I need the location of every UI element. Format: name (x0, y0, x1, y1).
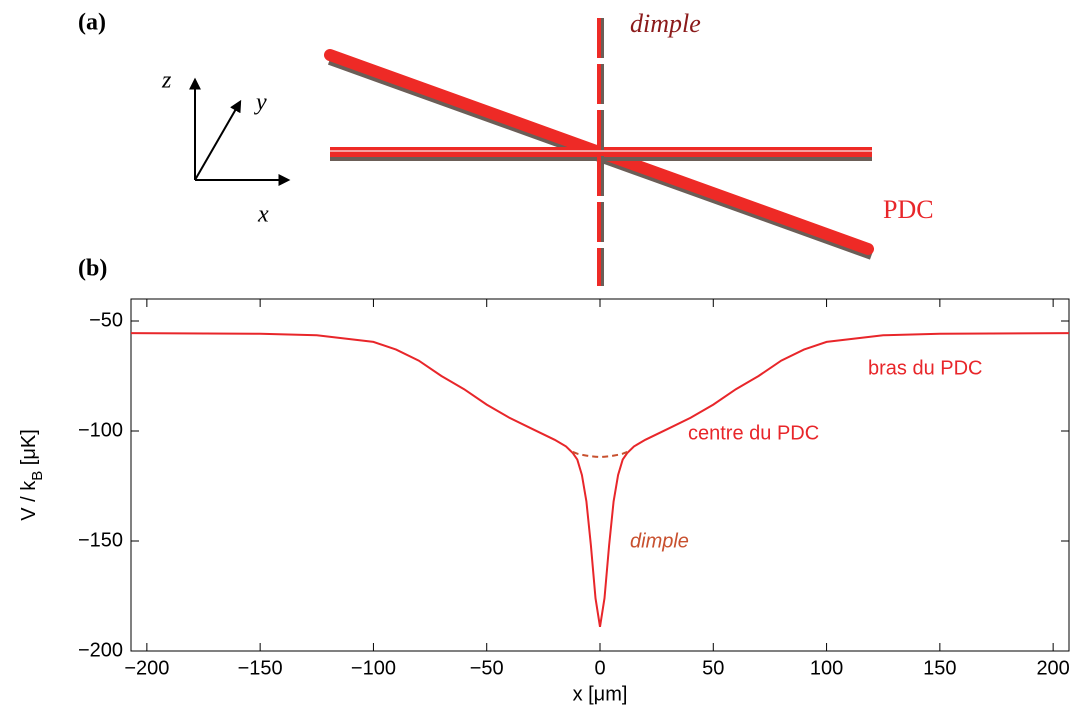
y-tick-label: −200 (78, 639, 123, 661)
x-tick-label: 150 (923, 657, 956, 679)
y-tick-label: −150 (78, 529, 123, 551)
x-tick-label: −100 (351, 657, 396, 679)
y-tick-label: −50 (89, 309, 123, 331)
y-axis-arrow (194, 99, 242, 181)
axis-label: x (257, 202, 269, 228)
beam-label: PDC (883, 195, 934, 224)
panel-b: −200 −150 −100 −50 0 50 100 150 200 −200 −150 −100 −… (18, 298, 1070, 705)
x-tick-label: −150 (238, 657, 283, 679)
panel-a: (a) x y z dimple PDC (78, 9, 934, 286)
line-series (572, 450, 628, 459)
line-series (130, 332, 1070, 627)
panel-label: (b) (78, 256, 107, 282)
axis-label: z (161, 68, 172, 94)
x-tick-label: 0 (594, 657, 605, 679)
y-tick-label: −100 (78, 419, 123, 441)
x-tick-label: 100 (810, 657, 843, 679)
beam-label: dimple (630, 9, 701, 38)
axis-label: y (254, 90, 267, 116)
y-axis-label-part: [μK] (18, 429, 40, 471)
x-tick-label: 200 (1036, 657, 1069, 679)
x-tick-label: 50 (702, 657, 724, 679)
plot-frame (130, 298, 1070, 652)
x-tick-label: −50 (470, 657, 504, 679)
annotation: dimple (630, 530, 689, 552)
y-axis-label: V / kB [μK] (18, 429, 46, 521)
annotation: bras du PDC (868, 357, 983, 379)
y-axis-label-part: B (29, 471, 46, 481)
annotation: centre du PDC (688, 422, 819, 444)
x-axis-label: x [μm] (573, 683, 628, 705)
x-tick-label: −200 (124, 657, 169, 679)
y-axis-label-part: V / k (18, 480, 40, 521)
panel-label: (a) (78, 10, 106, 36)
